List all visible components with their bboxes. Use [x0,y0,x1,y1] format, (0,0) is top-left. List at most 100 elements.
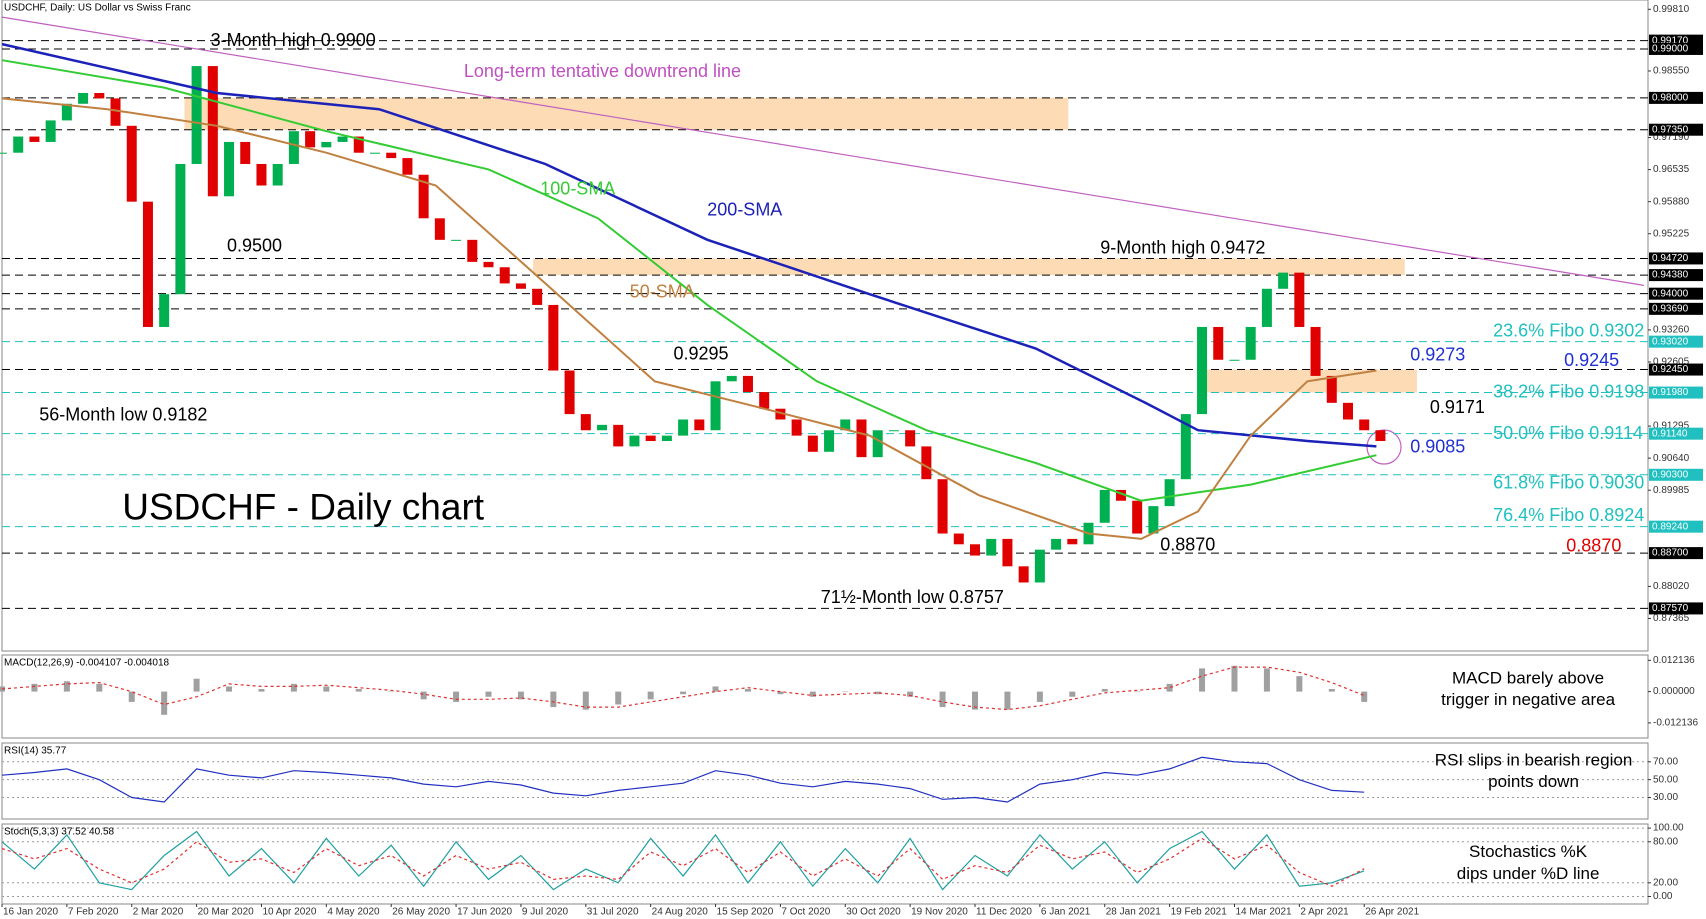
y-tick-label: 20.00 [1653,877,1678,888]
y-tick-label: 100.00 [1653,823,1684,834]
candle [1359,419,1370,431]
annotation: 0.8870 [1566,536,1621,556]
candle [694,419,705,431]
x-tick-label: 4 May 2020 [327,907,380,918]
candle [1018,566,1029,583]
indicator-line [1,830,1365,891]
panel-note: Stochastics %K [1469,842,1588,861]
candle [499,267,510,284]
y-tick-label: 0.000000 [1653,686,1695,697]
x-tick-label: 2 Apr 2021 [1300,907,1349,918]
candle [288,131,299,164]
macd-bar [680,691,687,695]
macd-bar [972,691,979,710]
macd-bar [582,691,589,710]
level-label-box [1649,287,1703,300]
level-label-box [1649,602,1703,615]
macd-bar [420,691,427,700]
candle [515,283,526,289]
candle [661,435,672,442]
annotation: 3-Month high 0.9900 [211,30,376,50]
macd-bar [323,686,330,692]
candle [142,201,153,327]
macd-bar [1101,689,1108,692]
annotation: 76.4% Fibo 0.8924 [1493,505,1644,525]
candle [1245,326,1256,360]
series-label: 100-SMA [540,179,615,199]
candle [0,152,7,154]
y-tick-label: 30.00 [1653,792,1678,803]
candle [532,288,543,305]
candle [807,435,818,452]
level-label: 0.89240 [1652,521,1689,532]
level-label-box [1649,427,1703,440]
candle [986,538,997,556]
y-tick-label: 0.00 [1653,891,1673,902]
candle [742,375,753,393]
annotation: 0.9171 [1430,397,1485,417]
macd-bar [355,689,362,692]
level-label: 0.93690 [1652,303,1689,314]
x-tick-label: 24 Aug 2020 [652,907,709,918]
x-tick-label: 10 Apr 2020 [262,907,316,918]
level-label: 0.90300 [1652,469,1689,480]
y-tick-label: 0.95880 [1653,196,1690,207]
macd-bar [1199,668,1206,692]
macd-bar [842,691,849,693]
level-label-box [1649,547,1703,560]
macd-bar [1166,683,1173,692]
macd-bar [258,689,265,692]
candle [240,141,251,164]
candle [94,93,105,99]
panel-note: RSI slips in bearish region [1435,750,1632,769]
annotation: 61.8% Fibo 0.9030 [1493,472,1644,492]
candle [224,141,235,197]
candle [580,414,591,431]
candle [1278,272,1289,289]
indicator-line [1,756,1365,803]
x-tick-label: 15 Sep 2020 [717,907,774,918]
x-tick-label: 9 Jul 2020 [522,907,569,918]
series-label: 50-SMA [630,281,695,301]
y-tick-label: 0.89985 [1653,485,1690,496]
candle [305,131,316,148]
candle [451,239,462,241]
y-tick-label: 70.00 [1653,756,1678,767]
candle [1034,549,1045,583]
candle [369,152,380,154]
x-tick-label: 26 Apr 2021 [1365,907,1419,918]
level-label-box [1649,252,1703,265]
macd-bar [907,691,914,697]
macd-signal [1,666,1365,711]
y-tick-label: 0.87365 [1653,613,1690,624]
macd-bar [31,683,38,692]
annotation: 0.8870 [1160,534,1215,554]
annotation: 0.9500 [227,235,282,255]
x-tick-label: 14 Mar 2021 [1235,907,1292,918]
chart-title: USDCHF - Daily chart [122,487,485,528]
level-label-box [1649,123,1703,136]
annotation: 0.9295 [673,343,728,363]
annotation: 23.6% Fibo 0.9302 [1493,321,1644,341]
level-label: 0.88700 [1652,548,1689,559]
x-tick-label: 28 Jan 2021 [1106,907,1161,918]
macd-bar [453,691,460,702]
panel-frame [1,823,1649,905]
macd-bar [647,691,654,700]
candle [1051,538,1062,550]
y-tick-label: 0.91295 [1653,421,1690,432]
annotation: 0.9273 [1410,345,1465,365]
macd-bar [96,683,103,692]
candle [337,136,348,142]
x-tick-label: 19 Feb 2021 [1171,907,1228,918]
macd-bar [1036,691,1043,702]
y-tick-label: 0.97190 [1653,132,1690,143]
resistance-zone [533,258,1405,276]
candle [1002,538,1013,567]
macd-bar [1134,691,1141,693]
level-label: 0.99170 [1652,35,1689,46]
macd-bar [1296,676,1303,692]
candle [1213,326,1224,360]
candle [791,419,802,436]
